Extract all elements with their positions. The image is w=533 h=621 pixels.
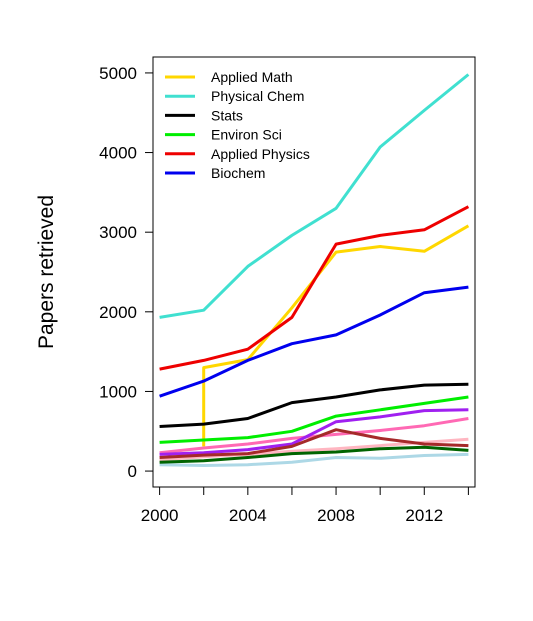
legend-label: Applied Physics: [211, 146, 310, 162]
x-axis: 2000 2004 2008 2012: [141, 486, 469, 525]
series-line-unlabeled-3: [159, 408, 469, 456]
series-line-biochem: [159, 285, 469, 398]
legend: Applied Math Physical Chem Stats Environ Sc…: [165, 69, 310, 181]
y-tick-label: 2000: [99, 303, 137, 322]
series-line-unlabeled-5: [159, 445, 469, 464]
legend-label: Physical Chem: [211, 88, 304, 104]
y-tick-label: 5000: [99, 64, 137, 83]
series-line-applied-physics: [159, 205, 470, 371]
legend-label: Applied Math: [211, 69, 293, 85]
x-tick-label: 2000: [141, 506, 179, 525]
series-line-physical-chem: [159, 73, 470, 319]
series-line-stats: [159, 382, 469, 428]
legend-label: Environ Sci: [211, 127, 282, 143]
x-tick-label: 2008: [317, 506, 355, 525]
legend-label: Stats: [211, 107, 243, 123]
y-axis: 0 1000 2000 3000 4000 5000: [99, 64, 154, 481]
series-line-environ-sci: [159, 395, 469, 444]
legend-label: Biochem: [211, 165, 265, 181]
y-axis-title: Papers retrieved: [35, 195, 58, 349]
series-line-unlabeled-0: [159, 452, 469, 467]
series-layer: [159, 73, 470, 467]
y-tick-label: 1000: [99, 382, 137, 401]
x-tick-label: 2004: [229, 506, 267, 525]
y-tick-label: 4000: [99, 144, 137, 163]
x-tick-label: 2012: [405, 506, 443, 525]
y-tick-label: 3000: [99, 223, 137, 242]
series-line-unlabeled-2: [159, 417, 469, 455]
series-line-unlabeled-4: [159, 428, 469, 459]
y-tick-label: 0: [128, 462, 137, 481]
